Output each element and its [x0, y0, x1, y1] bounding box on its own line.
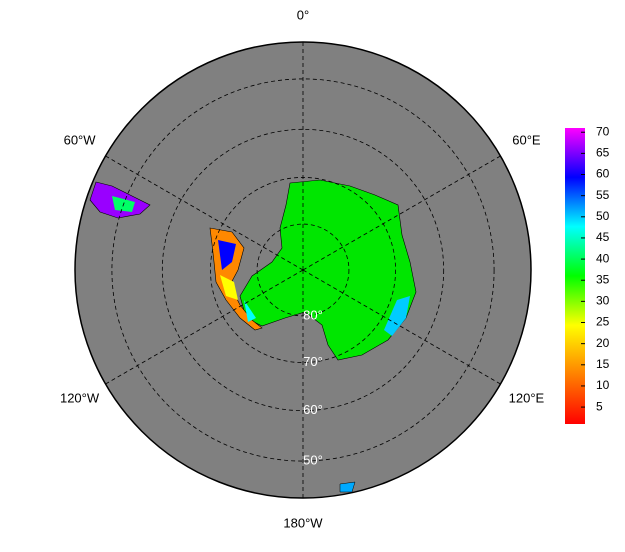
- coast-patch: [384, 296, 410, 336]
- colorbar-tick-label: 50: [596, 209, 610, 223]
- island: [339, 481, 356, 493]
- labels: 80° 70° 60° 50° 0° 60°E 120°E 180°W 120°W 60°W 5 10…: [60, 7, 610, 530]
- antarctica: [239, 179, 417, 361]
- colorbar-tick-label: 45: [596, 230, 610, 244]
- latitude-label: 50°: [303, 453, 323, 468]
- colorbar-tick-label: 25: [596, 315, 610, 329]
- latitude-label: 60°: [303, 402, 323, 417]
- colorbar-tick-label: 60: [596, 167, 610, 181]
- peninsula-patch: [218, 240, 236, 270]
- latitude-circle: [111, 78, 495, 462]
- meridian: [302, 155, 501, 271]
- meridian: [302, 269, 501, 385]
- longitude-label: 120°W: [60, 390, 100, 405]
- colorbar-tick-label: 30: [596, 294, 610, 308]
- longitude-label: 0°: [297, 7, 309, 22]
- meridian: [105, 155, 304, 271]
- colorbar-tick-label: 10: [596, 378, 610, 392]
- colorbar-tick-label: 55: [596, 188, 610, 202]
- colorbar-tick-label: 35: [596, 272, 610, 286]
- colorbar-tick-label: 40: [596, 251, 610, 265]
- longitude-label: 60°W: [64, 132, 97, 147]
- peninsula-patch: [220, 275, 238, 300]
- land: [89, 179, 417, 493]
- colorbar-tick-label: 20: [596, 336, 610, 350]
- longitude-label: 120°E: [509, 390, 545, 405]
- meridian: [105, 269, 304, 385]
- longitude-label: 180°W: [283, 515, 323, 530]
- colorbar-tick-label: 65: [596, 146, 610, 160]
- latitude-label: 70°: [303, 354, 323, 369]
- peninsula-patch: [244, 300, 256, 322]
- colorbar-tick-label: 70: [596, 124, 610, 138]
- colorbar-tick-label: 5: [596, 399, 603, 413]
- colorbar-tick-label: 15: [596, 357, 610, 371]
- graticule: [105, 42, 501, 498]
- longitude-label: 60°E: [512, 132, 541, 147]
- latitude-label: 80°: [303, 307, 323, 322]
- colorbar: [565, 128, 585, 424]
